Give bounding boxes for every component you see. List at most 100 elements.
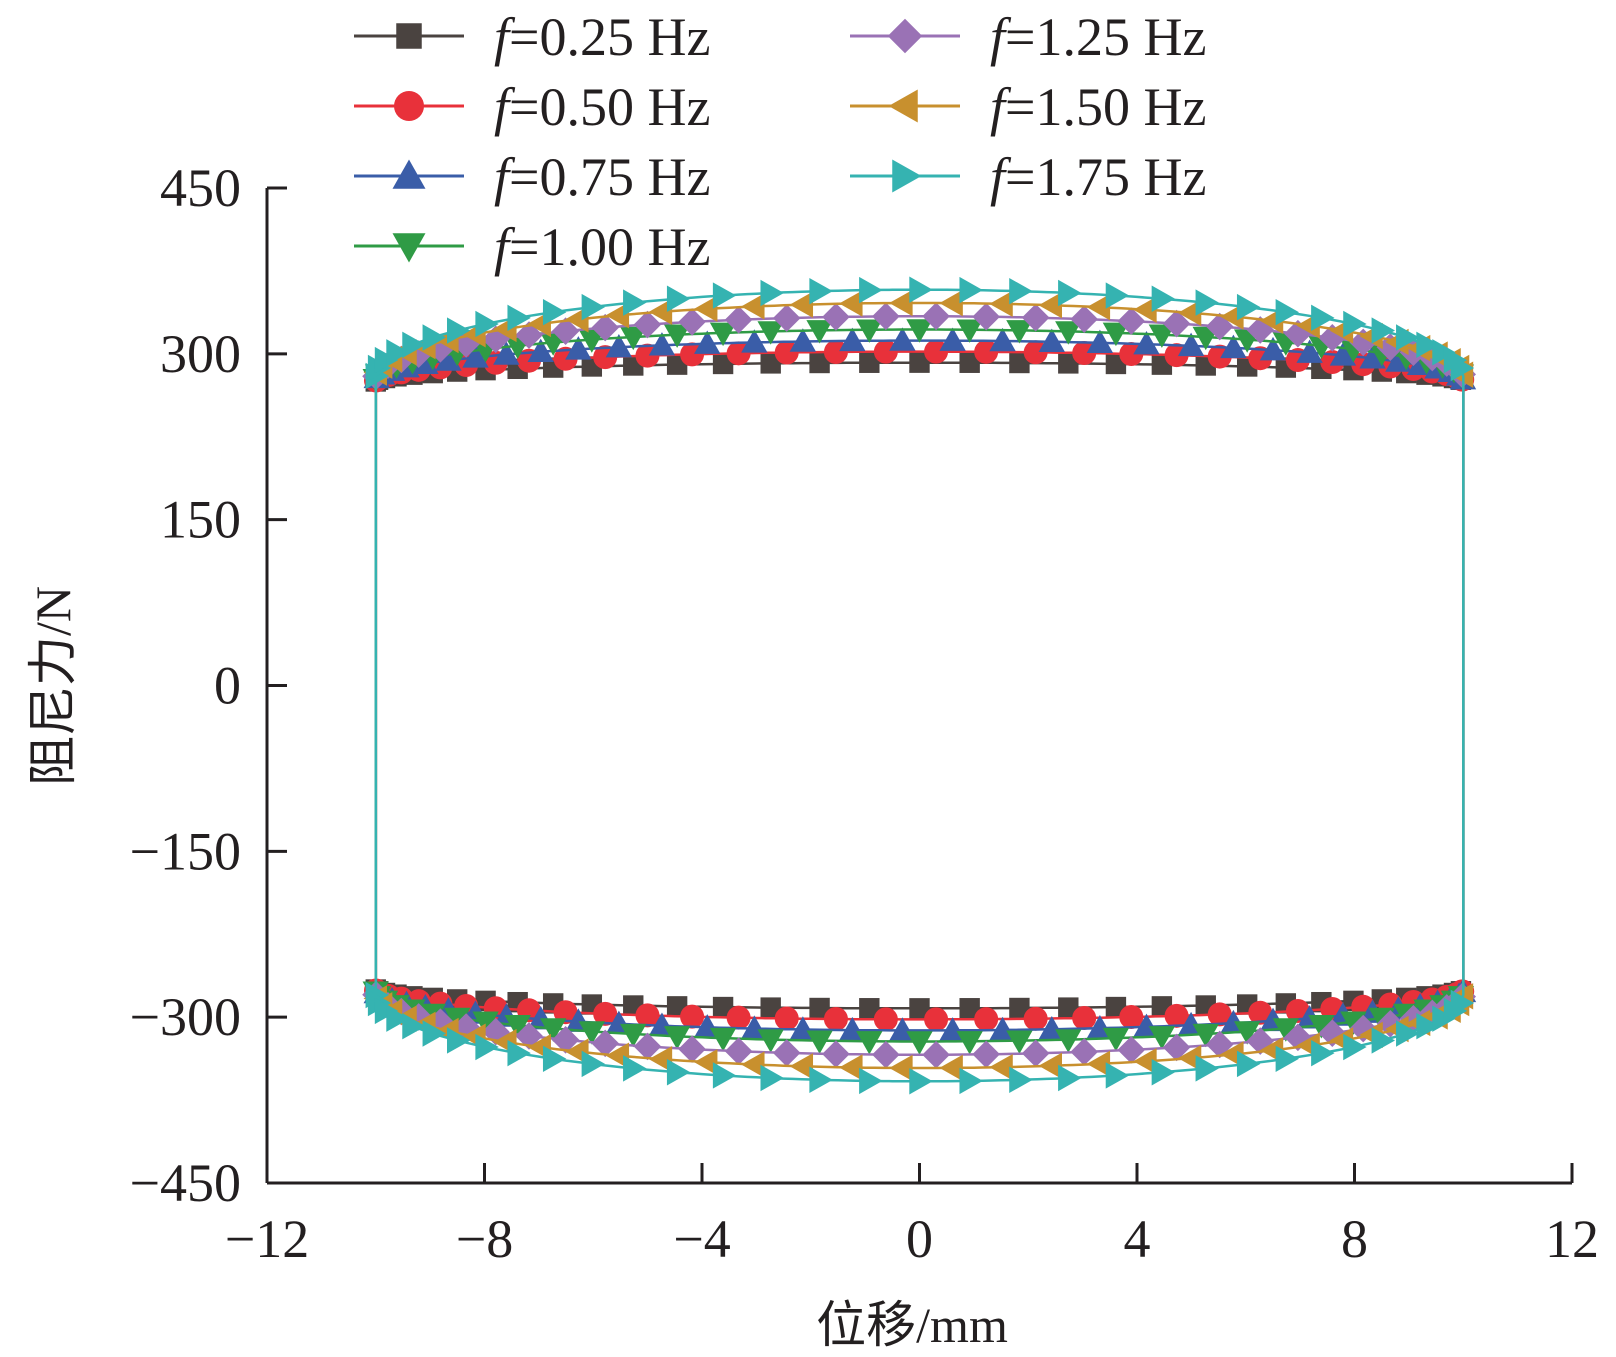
data-point-lower bbox=[1248, 1000, 1273, 1025]
data-point-lower bbox=[922, 1040, 950, 1069]
data-point-upper bbox=[1133, 296, 1157, 323]
data-point-upper bbox=[551, 317, 580, 345]
data-point-upper bbox=[1177, 299, 1202, 327]
legend-label: f=1.25 Hz bbox=[990, 7, 1206, 67]
data-point-lower bbox=[1207, 1002, 1232, 1027]
data-point-upper bbox=[873, 339, 898, 364]
data-point-lower bbox=[772, 1039, 801, 1067]
data-point-upper bbox=[1296, 339, 1323, 363]
series-line bbox=[374, 288, 1465, 1083]
x-tick-label: −8 bbox=[456, 1209, 513, 1269]
x-tick-label: −12 bbox=[225, 1209, 309, 1269]
data-point-upper bbox=[1259, 336, 1287, 361]
data-point-lower bbox=[1371, 1027, 1396, 1054]
y-tick-label: −150 bbox=[130, 821, 241, 881]
data-point-upper bbox=[565, 336, 592, 360]
data-point-lower bbox=[1021, 1039, 1050, 1068]
data-point-upper bbox=[1148, 324, 1176, 348]
data-point-lower bbox=[789, 1053, 814, 1080]
data-point-upper bbox=[741, 293, 765, 320]
data-point-upper bbox=[1133, 330, 1160, 355]
data-point-upper bbox=[1376, 333, 1405, 361]
data-point-lower bbox=[959, 998, 980, 1019]
data-point-lower bbox=[591, 1029, 619, 1058]
data-point-lower bbox=[872, 1040, 900, 1069]
data-point-lower bbox=[823, 1007, 848, 1032]
data-point-lower bbox=[989, 1053, 1013, 1081]
data-point-upper bbox=[1055, 321, 1082, 345]
data-point-lower bbox=[542, 1045, 567, 1072]
data-point-upper bbox=[906, 319, 933, 343]
data-point-lower bbox=[1086, 1050, 1111, 1078]
data-point-upper bbox=[909, 276, 933, 303]
x-tick-label: −4 bbox=[673, 1209, 730, 1269]
data-point-upper bbox=[859, 276, 883, 304]
data-point-upper bbox=[839, 327, 866, 352]
data-point-upper bbox=[1023, 340, 1048, 365]
data-point-upper bbox=[581, 293, 606, 321]
data-point-upper bbox=[605, 334, 633, 358]
data-point-lower bbox=[1340, 1011, 1367, 1035]
data-point-upper bbox=[648, 332, 676, 356]
data-point-lower bbox=[1233, 1021, 1261, 1045]
data-point-upper bbox=[972, 302, 1000, 331]
data-point-lower bbox=[1119, 1005, 1144, 1030]
series-line bbox=[374, 314, 1465, 1057]
data-point-upper bbox=[959, 276, 983, 304]
data-point-upper bbox=[823, 339, 848, 364]
legend-label: f=0.25 Hz bbox=[494, 7, 710, 67]
data-point-lower bbox=[959, 1067, 983, 1095]
data-point-upper bbox=[663, 324, 691, 348]
data-point-lower bbox=[774, 1006, 799, 1031]
x-axis-title: 位移/mm bbox=[816, 1297, 1008, 1352]
data-point-lower bbox=[1133, 1048, 1157, 1075]
data-point-lower bbox=[1148, 1026, 1176, 1050]
data-point-lower bbox=[972, 1040, 1000, 1069]
data-point-lower bbox=[906, 1031, 933, 1055]
legend-item: f=1.00 Hz bbox=[354, 217, 710, 277]
legend-marker bbox=[396, 23, 422, 49]
data-point-lower bbox=[1164, 1003, 1189, 1028]
y-tick-label: 0 bbox=[214, 656, 241, 716]
data-point-upper bbox=[1236, 293, 1261, 321]
data-point-lower bbox=[386, 1005, 410, 1032]
data-point-upper bbox=[1038, 328, 1066, 352]
data-point-lower bbox=[741, 1051, 765, 1078]
data-point-lower bbox=[924, 1007, 949, 1032]
data-point-upper bbox=[760, 353, 781, 374]
data-point-lower bbox=[422, 1020, 446, 1047]
data-point-upper bbox=[809, 277, 833, 305]
data-point-lower bbox=[760, 1064, 784, 1092]
data-point-upper bbox=[1220, 334, 1247, 359]
data-point-lower bbox=[1058, 1064, 1082, 1092]
series-4 bbox=[362, 302, 1477, 1069]
series-line bbox=[374, 361, 1465, 1010]
data-point-upper bbox=[462, 344, 489, 368]
data-point-upper bbox=[475, 310, 499, 338]
series-1 bbox=[364, 339, 1475, 1032]
data-point-lower bbox=[859, 1067, 883, 1095]
data-point-upper bbox=[1416, 331, 1440, 358]
data-point-upper bbox=[527, 338, 554, 363]
data-point-lower bbox=[1151, 1059, 1176, 1086]
data-point-upper bbox=[1006, 320, 1033, 344]
legend-label: f=1.75 Hz bbox=[990, 147, 1206, 207]
data-point-upper bbox=[452, 330, 480, 358]
data-point-upper bbox=[1275, 299, 1300, 326]
data-point-lower bbox=[551, 1026, 580, 1054]
data-point-lower bbox=[1105, 1062, 1130, 1089]
data-point-upper bbox=[1329, 342, 1357, 366]
data-point-lower bbox=[859, 998, 880, 1019]
data-point-lower bbox=[663, 1026, 691, 1050]
data-point-upper bbox=[956, 319, 983, 343]
data-point-lower bbox=[1009, 997, 1030, 1019]
data-point-upper bbox=[1086, 329, 1114, 354]
data-point-upper bbox=[678, 308, 706, 336]
data-point-lower bbox=[956, 1031, 983, 1055]
data-point-lower bbox=[1311, 1039, 1335, 1067]
legend-item: f=1.25 Hz bbox=[850, 7, 1206, 67]
legend-marker bbox=[888, 89, 918, 123]
data-point-lower bbox=[1308, 1015, 1335, 1039]
data-point-upper bbox=[1396, 324, 1420, 351]
data-point-upper bbox=[666, 285, 691, 312]
